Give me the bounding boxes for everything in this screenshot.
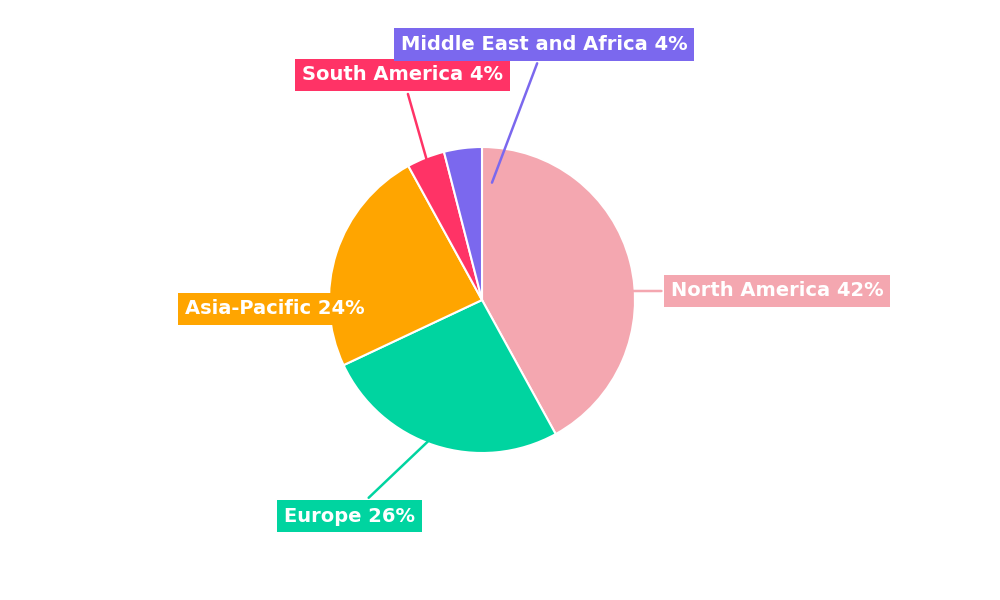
Text: North America 42%: North America 42% xyxy=(577,281,884,301)
Wedge shape xyxy=(444,147,482,300)
Wedge shape xyxy=(482,147,635,434)
Text: Europe 26%: Europe 26% xyxy=(284,409,462,526)
Wedge shape xyxy=(329,166,482,365)
Text: Asia-Pacific 24%: Asia-Pacific 24% xyxy=(185,299,365,319)
Text: South America 4%: South America 4% xyxy=(302,65,503,193)
Wedge shape xyxy=(408,152,482,300)
Wedge shape xyxy=(344,300,556,453)
Text: Middle East and Africa 4%: Middle East and Africa 4% xyxy=(401,35,688,182)
